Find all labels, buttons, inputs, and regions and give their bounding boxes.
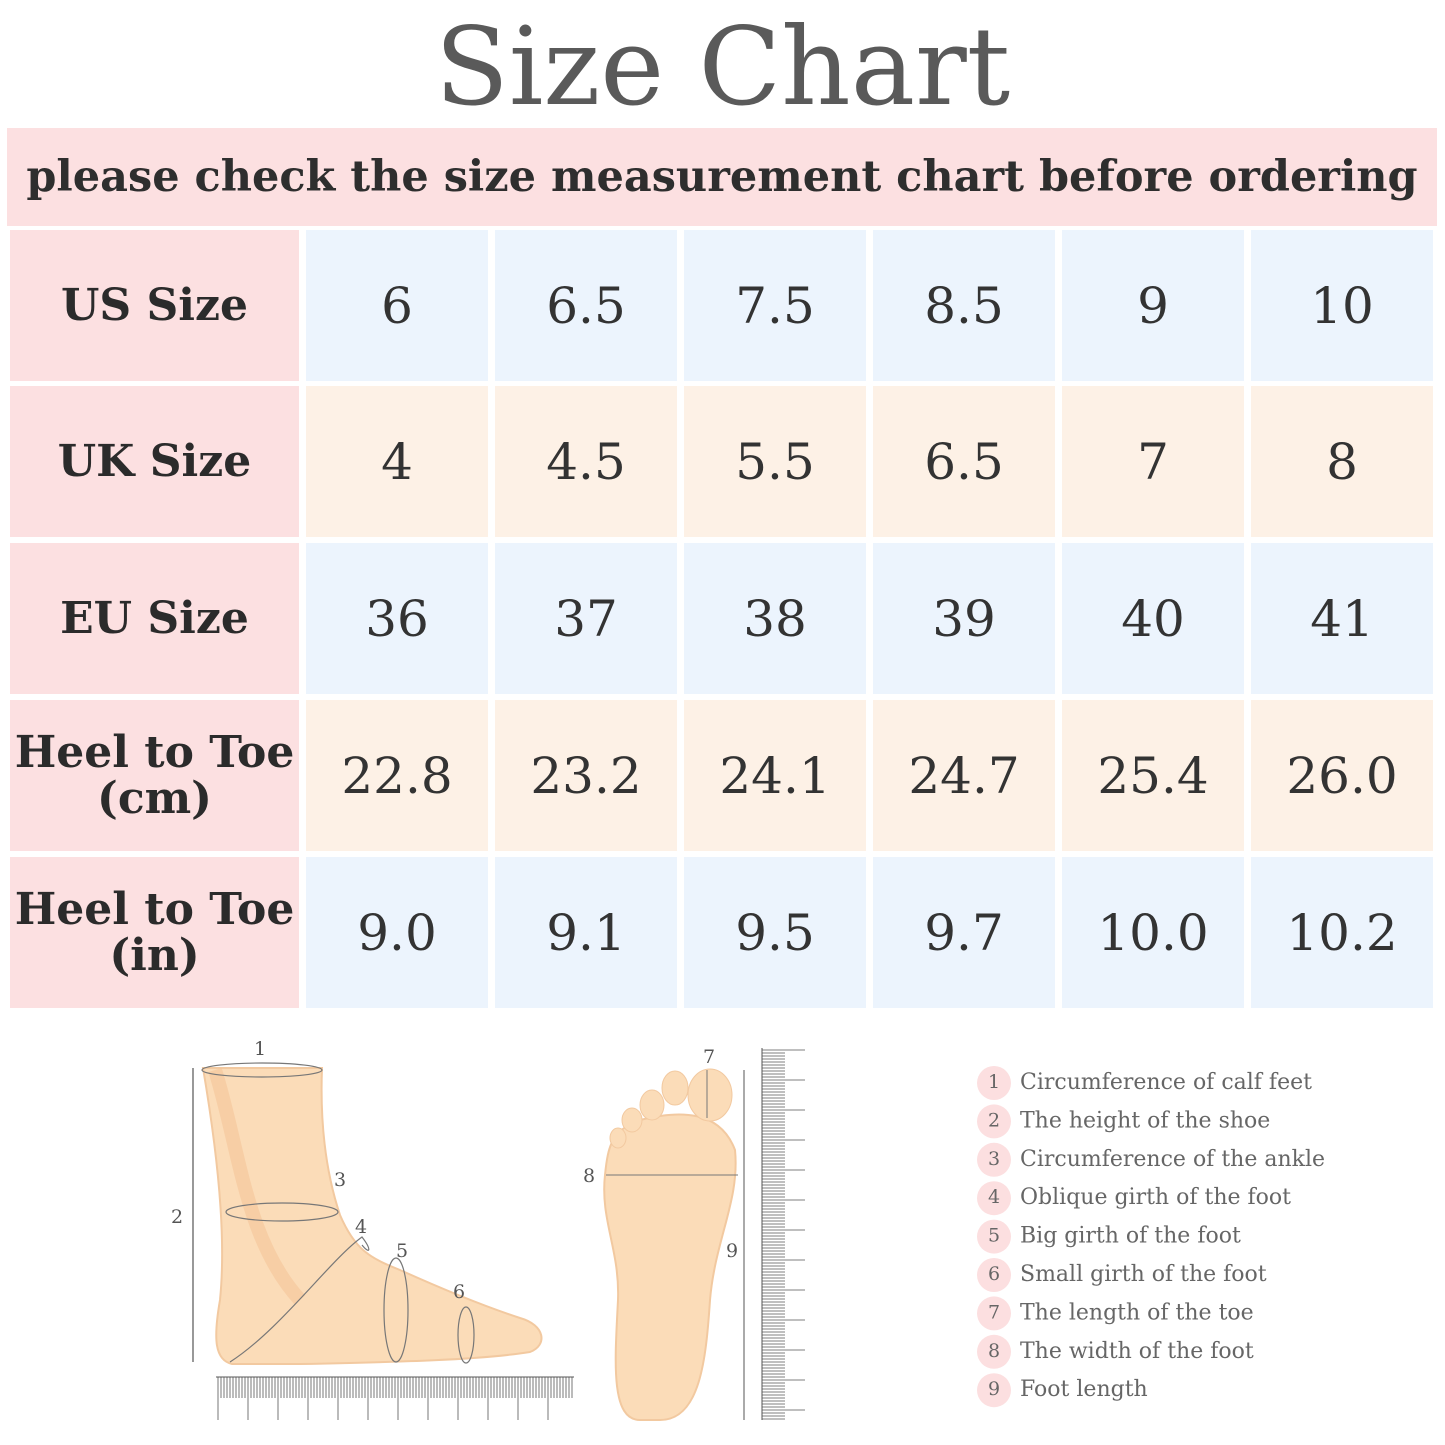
legend-badge [977, 1066, 1011, 1100]
size-value: 7.5 [684, 230, 866, 381]
size-value: 39 [873, 543, 1055, 694]
row-header: Heel to Toe (cm) [10, 700, 299, 851]
size-value: 4.5 [495, 386, 677, 537]
legend-badge [977, 1258, 1011, 1292]
legend: 1 Circumference of calf feet 2 The height o… [977, 1066, 1325, 1408]
diagram-label: 3 [334, 1169, 346, 1191]
toe [639, 1089, 665, 1121]
sole-foot [603, 1068, 745, 1421]
legend-badge [977, 1334, 1011, 1369]
legend-text: The width of the foot [1020, 1339, 1254, 1364]
row-header: EU Size [10, 543, 299, 694]
legend-number: 6 [988, 1263, 1000, 1285]
girth-line [457, 1306, 475, 1364]
foot-shade [208, 1067, 306, 1305]
size-value: 9.5 [684, 857, 866, 1008]
size-value: 6 [306, 230, 488, 381]
size-value: 7 [1062, 386, 1244, 537]
legend-text: Circumference of the ankle [1020, 1147, 1325, 1172]
row-header: US Size [10, 230, 299, 381]
legend-text: The height of the shoe [1020, 1108, 1270, 1133]
size-value: 41 [1251, 543, 1433, 694]
diagram-labels: 1 2 3 4 5 6 7 8 9 [171, 1038, 738, 1303]
diagram-label: 9 [726, 1240, 738, 1262]
diagram-label: 1 [254, 1038, 266, 1060]
size-value: 40 [1062, 543, 1244, 694]
size-value: 25.4 [1062, 700, 1244, 851]
size-value: 37 [495, 543, 677, 694]
legend-text: Big girth of the foot [1020, 1224, 1241, 1249]
legend-text: Circumference of calf feet [1020, 1070, 1312, 1095]
legend-badge [977, 1181, 1011, 1216]
legend-number: 8 [988, 1340, 1000, 1362]
size-value: 9 [1062, 230, 1244, 381]
girth-line [225, 1202, 339, 1222]
size-value: 9.7 [873, 857, 1055, 1008]
legend-number: 4 [988, 1186, 1000, 1208]
legend-text: Foot length [1020, 1377, 1148, 1402]
title: Size Chart [434, 5, 1011, 130]
legend-badge [977, 1296, 1011, 1331]
side-foot [192, 1062, 543, 1365]
legend-number: 9 [988, 1378, 1000, 1400]
row-header: UK Size [10, 386, 299, 537]
diagram-label: 7 [703, 1046, 715, 1068]
diagram-label: 6 [453, 1281, 465, 1303]
girth-line [383, 1257, 409, 1363]
legend-badge [977, 1373, 1011, 1408]
size-value: 10 [1251, 230, 1433, 381]
size-value: 4 [306, 386, 488, 537]
legend-badge [977, 1219, 1011, 1254]
legend-number: 7 [988, 1301, 1000, 1323]
diagram-label: 8 [583, 1165, 595, 1187]
diagram-label: 2 [171, 1206, 183, 1228]
size-value: 5.5 [684, 386, 866, 537]
size-value: 24.1 [684, 700, 866, 851]
size-value: 10.2 [1251, 857, 1433, 1008]
size-value: 8 [1251, 386, 1433, 537]
size-value: 36 [306, 543, 488, 694]
size-value: 26.0 [1251, 700, 1433, 851]
size-value: 24.7 [873, 700, 1055, 851]
legend-text: Oblique girth of the foot [1020, 1185, 1291, 1210]
size-value: 8.5 [873, 230, 1055, 381]
legend-badge [977, 1104, 1011, 1139]
size-value: 23.2 [495, 700, 677, 851]
sole-shape [603, 1113, 737, 1421]
subtitle: please check the size measurement chart … [7, 128, 1437, 226]
size-value: 6.5 [873, 386, 1055, 537]
toe [621, 1107, 643, 1133]
row-header: Heel to Toe (in) [10, 857, 299, 1008]
legend-number: 3 [988, 1148, 1000, 1170]
rulers [216, 1048, 805, 1420]
toe [609, 1127, 627, 1149]
size-value: 6.5 [495, 230, 677, 381]
legend-text: The length of the toe [1020, 1300, 1254, 1325]
diagram-label: 4 [355, 1216, 367, 1238]
toe [661, 1070, 689, 1106]
size-value: 22.8 [306, 700, 488, 851]
legend-badge [977, 1142, 1011, 1177]
size-value: 9.0 [306, 857, 488, 1008]
toe [687, 1068, 733, 1122]
size-value: 9.1 [495, 857, 677, 1008]
diagram-label: 5 [396, 1240, 408, 1262]
legend-number: 2 [988, 1109, 1000, 1131]
diagram: 1 2 3 4 5 6 7 8 9 1 Circumference of calf feet 2 Th… [171, 1038, 1325, 1421]
legend-number: 5 [988, 1225, 1000, 1247]
girth-line [229, 1236, 370, 1363]
size-value: 38 [684, 543, 866, 694]
legend-text: Small girth of the foot [1020, 1262, 1267, 1287]
size-value: 10.0 [1062, 857, 1244, 1008]
girth-line [201, 1062, 323, 1078]
legend-number: 1 [988, 1071, 1000, 1093]
